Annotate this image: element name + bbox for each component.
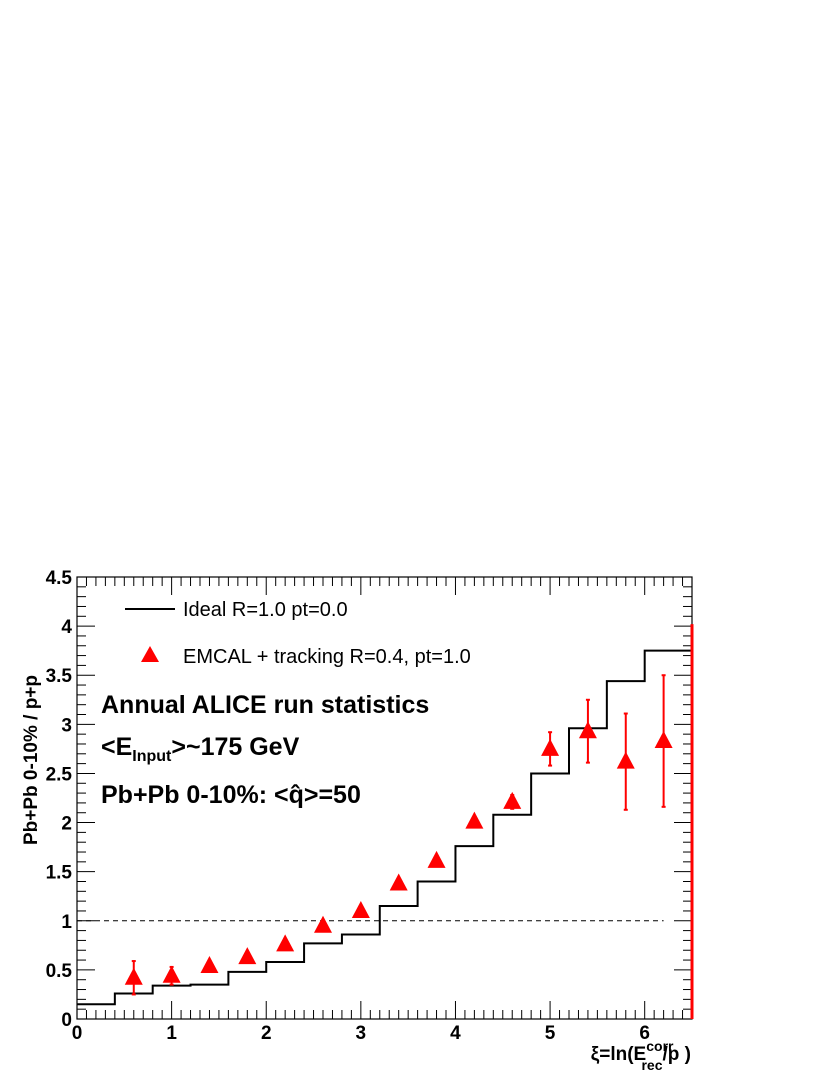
data-point bbox=[616, 712, 635, 811]
y-tick-label: 2.5 bbox=[46, 764, 73, 785]
y-tick-label: 1 bbox=[61, 912, 72, 933]
y-tick-label: 2 bbox=[61, 814, 72, 835]
triangle-marker bbox=[276, 934, 295, 952]
x-tick-label: 2 bbox=[261, 1023, 272, 1044]
x-tick-label: 0 bbox=[72, 1023, 83, 1044]
data-point bbox=[276, 934, 295, 952]
data-point bbox=[314, 915, 332, 933]
ideal-step-line bbox=[77, 649, 692, 1006]
data-point bbox=[541, 731, 560, 767]
x-tick-label: 4 bbox=[450, 1023, 461, 1044]
data-point bbox=[124, 960, 143, 996]
triangle-marker bbox=[200, 955, 219, 973]
triangle-marker bbox=[654, 731, 673, 749]
y-tick-label: 3 bbox=[61, 715, 72, 736]
triangle-marker bbox=[616, 751, 635, 769]
legend-label-ideal: Ideal R=1.0 pt=0.0 bbox=[183, 599, 348, 621]
triangle-marker bbox=[351, 900, 370, 918]
x-tick-label: 6 bbox=[639, 1023, 650, 1044]
triangle-marker bbox=[541, 738, 560, 756]
data-point bbox=[578, 698, 597, 764]
y-tick-label: 4 bbox=[61, 617, 72, 638]
legend-label-emcal: EMCAL + tracking R=0.4, pt=1.0 bbox=[183, 646, 471, 668]
data-point bbox=[427, 850, 446, 868]
data-point bbox=[465, 811, 484, 829]
x-tick-label: 1 bbox=[166, 1023, 177, 1044]
y-tick-labels: 0 0.5 1 1.5 2 2.5 3 3.5 4 4.5 bbox=[46, 568, 73, 1031]
triangle-marker bbox=[238, 947, 257, 965]
triangle-marker bbox=[389, 873, 408, 891]
annotation-input-energy: <EInput>~175 GeV bbox=[101, 733, 300, 765]
y-tick-label: 3.5 bbox=[46, 666, 73, 687]
y-tick-label: 0 bbox=[61, 1010, 72, 1031]
data-point bbox=[389, 873, 408, 891]
y-tick-label: 4.5 bbox=[46, 568, 73, 589]
data-point bbox=[162, 965, 181, 986]
y-axis-title: Pb+Pb 0-10% / p+p bbox=[21, 675, 42, 845]
annotation-run-statistics: Annual ALICE run statistics bbox=[101, 691, 429, 719]
triangle-marker bbox=[578, 721, 597, 739]
x-tick-labels: 0 1 2 3 4 5 6 bbox=[72, 1023, 650, 1044]
triangle-marker bbox=[465, 811, 484, 829]
x-tick-label: 3 bbox=[356, 1023, 367, 1044]
data-point bbox=[200, 955, 219, 973]
legend-triangle-icon bbox=[141, 646, 159, 662]
ideal-step-series bbox=[77, 649, 692, 1006]
y-tick-label: 1.5 bbox=[46, 863, 73, 884]
annotations: Annual ALICE run statistics <EInput>~175… bbox=[101, 691, 429, 809]
legend: Ideal R=1.0 pt=0.0 EMCAL + tracking R=0.… bbox=[125, 599, 471, 668]
triangle-marker bbox=[314, 915, 332, 933]
triangle-marker bbox=[503, 791, 522, 809]
y-tick-label: 0.5 bbox=[46, 961, 73, 982]
x-tick-label: 5 bbox=[545, 1023, 556, 1044]
data-point bbox=[238, 947, 257, 965]
data-point bbox=[654, 674, 673, 808]
emcal-points-series bbox=[124, 674, 673, 996]
triangle-marker bbox=[162, 965, 181, 983]
x-axis-title: ξ=ln(Ecorr rec/p ) bbox=[591, 1038, 691, 1073]
triangle-marker bbox=[124, 967, 143, 985]
annotation-qhat: Pb+Pb 0-10%: <q̂>=50 bbox=[101, 781, 361, 809]
data-point bbox=[503, 791, 522, 810]
data-point bbox=[351, 900, 370, 918]
triangle-marker bbox=[427, 850, 446, 868]
